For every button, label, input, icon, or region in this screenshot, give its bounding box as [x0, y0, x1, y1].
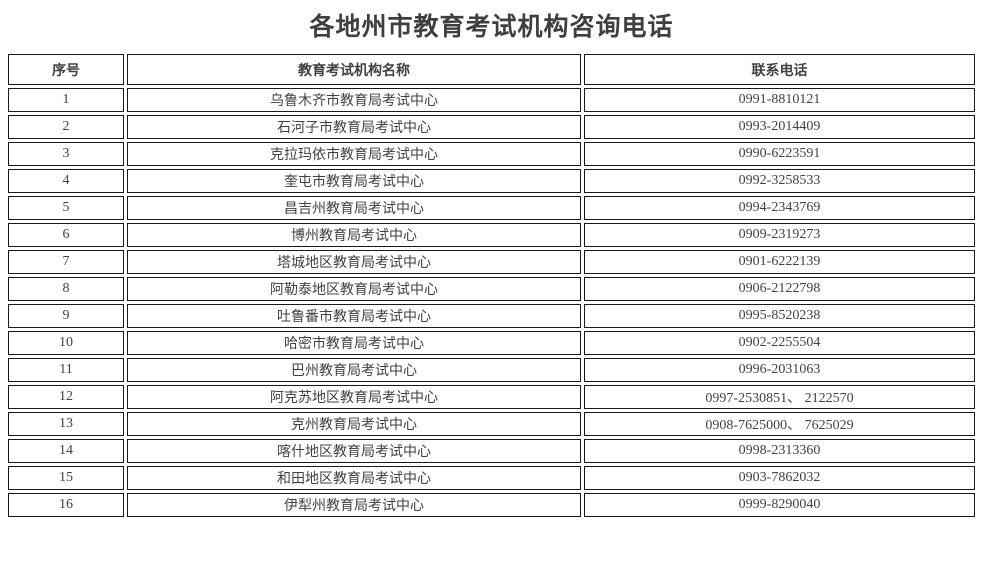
table-row: 10 哈密市教育局考试中心 0902-2255504 [8, 331, 975, 355]
row-contact-phone: 0996-2031063 [584, 358, 975, 382]
row-serial-number: 14 [8, 439, 124, 463]
row-institution-name: 石河子市教育局考试中心 [127, 115, 581, 139]
row-institution-name: 吐鲁番市教育局考试中心 [127, 304, 581, 328]
row-contact-phone: 0992-3258533 [584, 169, 975, 193]
row-serial-number: 10 [8, 331, 124, 355]
row-contact-phone: 0908-7625000、 7625029 [584, 412, 975, 436]
table-row: 16 伊犁州教育局考试中心 0999-8290040 [8, 493, 975, 517]
row-serial-number: 5 [8, 196, 124, 220]
row-institution-name: 克州教育局考试中心 [127, 412, 581, 436]
table-row: 8 阿勒泰地区教育局考试中心 0906-2122798 [8, 277, 975, 301]
row-serial-number: 2 [8, 115, 124, 139]
header-serial-number: 序号 [8, 54, 124, 85]
row-serial-number: 16 [8, 493, 124, 517]
table-row: 5 昌吉州教育局考试中心 0994-2343769 [8, 196, 975, 220]
row-contact-phone: 0909-2319273 [584, 223, 975, 247]
row-contact-phone: 0997-2530851、 2122570 [584, 385, 975, 409]
row-serial-number: 3 [8, 142, 124, 166]
table-row: 1 乌鲁木齐市教育局考试中心 0991-8810121 [8, 88, 975, 112]
row-institution-name: 巴州教育局考试中心 [127, 358, 581, 382]
header-institution-name: 教育考试机构名称 [127, 54, 581, 85]
row-contact-phone: 0901-6222139 [584, 250, 975, 274]
table-row: 12 阿克苏地区教育局考试中心 0997-2530851、 2122570 [8, 385, 975, 409]
row-serial-number: 13 [8, 412, 124, 436]
row-serial-number: 12 [8, 385, 124, 409]
row-contact-phone: 0994-2343769 [584, 196, 975, 220]
row-institution-name: 乌鲁木齐市教育局考试中心 [127, 88, 581, 112]
row-contact-phone: 0903-7862032 [584, 466, 975, 490]
contact-phone-table: 序号 教育考试机构名称 联系电话 1 乌鲁木齐市教育局考试中心 0991-881… [5, 51, 978, 520]
row-serial-number: 15 [8, 466, 124, 490]
row-contact-phone: 0902-2255504 [584, 331, 975, 355]
row-institution-name: 克拉玛依市教育局考试中心 [127, 142, 581, 166]
row-institution-name: 伊犁州教育局考试中心 [127, 493, 581, 517]
table-body: 1 乌鲁木齐市教育局考试中心 0991-8810121 2 石河子市教育局考试中… [8, 88, 975, 517]
page-title: 各地州市教育考试机构咨询电话 [309, 14, 674, 41]
row-serial-number: 7 [8, 250, 124, 274]
table-row: 3 克拉玛依市教育局考试中心 0990-6223591 [8, 142, 975, 166]
row-institution-name: 奎屯市教育局考试中心 [127, 169, 581, 193]
row-institution-name: 博州教育局考试中心 [127, 223, 581, 247]
table-row: 15 和田地区教育局考试中心 0903-7862032 [8, 466, 975, 490]
table-row: 13 克州教育局考试中心 0908-7625000、 7625029 [8, 412, 975, 436]
row-institution-name: 和田地区教育局考试中心 [127, 466, 581, 490]
row-contact-phone: 0990-6223591 [584, 142, 975, 166]
row-serial-number: 9 [8, 304, 124, 328]
row-serial-number: 11 [8, 358, 124, 382]
table-row: 7 塔城地区教育局考试中心 0901-6222139 [8, 250, 975, 274]
row-institution-name: 昌吉州教育局考试中心 [127, 196, 581, 220]
row-contact-phone: 0995-8520238 [584, 304, 975, 328]
row-contact-phone: 0999-8290040 [584, 493, 975, 517]
row-institution-name: 喀什地区教育局考试中心 [127, 439, 581, 463]
row-serial-number: 1 [8, 88, 124, 112]
row-serial-number: 4 [8, 169, 124, 193]
row-contact-phone: 0993-2014409 [584, 115, 975, 139]
table-row: 9 吐鲁番市教育局考试中心 0995-8520238 [8, 304, 975, 328]
table-header: 序号 教育考试机构名称 联系电话 [8, 54, 975, 85]
table-row: 2 石河子市教育局考试中心 0993-2014409 [8, 115, 975, 139]
row-contact-phone: 0998-2313360 [584, 439, 975, 463]
table-row: 11 巴州教育局考试中心 0996-2031063 [8, 358, 975, 382]
row-serial-number: 6 [8, 223, 124, 247]
table-row: 6 博州教育局考试中心 0909-2319273 [8, 223, 975, 247]
row-contact-phone: 0991-8810121 [584, 88, 975, 112]
table-row: 14 喀什地区教育局考试中心 0998-2313360 [8, 439, 975, 463]
table-row: 4 奎屯市教育局考试中心 0992-3258533 [8, 169, 975, 193]
header-row: 序号 教育考试机构名称 联系电话 [8, 54, 975, 85]
header-contact-phone: 联系电话 [584, 54, 975, 85]
row-institution-name: 塔城地区教育局考试中心 [127, 250, 581, 274]
row-serial-number: 8 [8, 277, 124, 301]
row-institution-name: 阿勒泰地区教育局考试中心 [127, 277, 581, 301]
row-institution-name: 阿克苏地区教育局考试中心 [127, 385, 581, 409]
row-institution-name: 哈密市教育局考试中心 [127, 331, 581, 355]
row-contact-phone: 0906-2122798 [584, 277, 975, 301]
